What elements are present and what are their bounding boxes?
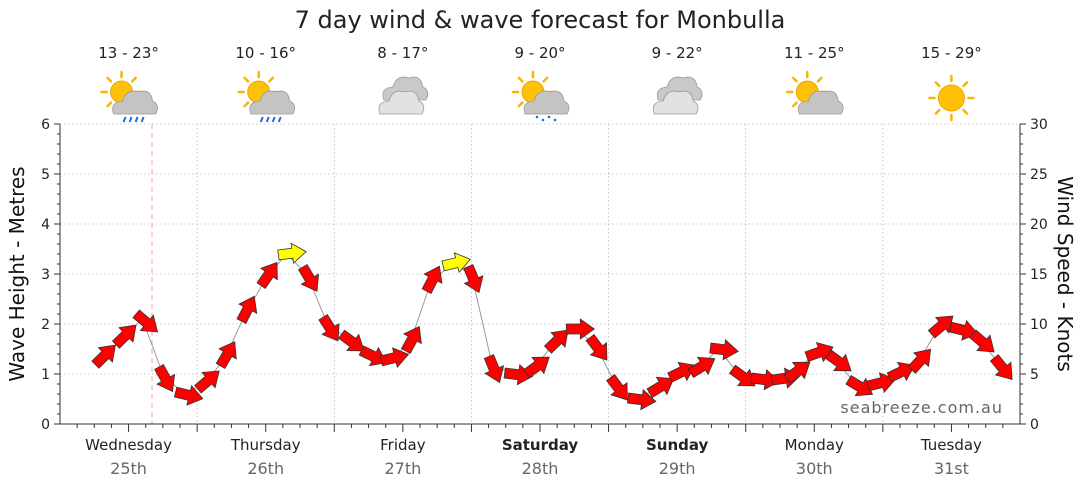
cloud-icon bbox=[652, 76, 703, 115]
wind-arrow bbox=[421, 265, 443, 294]
wind-arrow bbox=[783, 361, 811, 384]
day-temperature: 8 - 17° bbox=[377, 44, 428, 62]
wind-arrow bbox=[194, 370, 220, 394]
y-tick-label-right: 15 bbox=[1030, 267, 1048, 283]
chart-title: 7 day wind & wave forecast for Monbulla bbox=[295, 6, 786, 34]
wind-arrow bbox=[173, 384, 204, 406]
y-tick-label-right: 5 bbox=[1030, 367, 1039, 383]
sun-cloud-rain-icon bbox=[100, 70, 158, 123]
y-tick-label-left: 3 bbox=[41, 267, 50, 283]
wind-arrow bbox=[845, 375, 874, 397]
y-tick-label-left: 1 bbox=[41, 367, 50, 383]
day-name: Saturday bbox=[502, 436, 579, 454]
day-date: 28th bbox=[522, 459, 559, 478]
wind-arrow bbox=[866, 372, 897, 394]
day-temperature: 9 - 22° bbox=[652, 44, 703, 62]
y-tick-label-left: 6 bbox=[41, 117, 50, 133]
wind-arrow bbox=[400, 325, 422, 354]
day-date: 30th bbox=[796, 459, 833, 478]
day-date: 31st bbox=[934, 459, 969, 478]
wind-arrow bbox=[523, 356, 550, 379]
wind-arrows bbox=[91, 242, 1013, 411]
wind-arrow bbox=[606, 374, 628, 401]
grid-lines bbox=[60, 123, 1020, 424]
day-date: 26th bbox=[247, 459, 284, 478]
watermark: seabreeze.com.au bbox=[840, 398, 1003, 417]
wind-arrow bbox=[463, 264, 484, 294]
wind-arrow bbox=[543, 329, 569, 354]
y-tick-label-left: 0 bbox=[41, 417, 50, 433]
wind-arrow bbox=[750, 368, 780, 391]
wind-arrow bbox=[318, 314, 340, 342]
wind-arrow bbox=[627, 388, 657, 411]
day-temperature: 15 - 29° bbox=[921, 44, 982, 62]
day-name: Monday bbox=[785, 436, 844, 454]
day-name: Friday bbox=[380, 436, 426, 454]
y-tick-label-right: 25 bbox=[1030, 167, 1048, 183]
y-tick-label-right: 20 bbox=[1030, 217, 1048, 233]
day-temperature: 11 - 25° bbox=[784, 44, 845, 62]
day-name: Thursday bbox=[230, 436, 301, 454]
wind-arrow bbox=[256, 261, 278, 289]
wind-arrow bbox=[154, 364, 176, 393]
y-tick-label-right: 10 bbox=[1030, 317, 1048, 333]
y-tick-label-left: 5 bbox=[41, 167, 50, 183]
wind-arrow bbox=[503, 363, 534, 386]
wind-arrow bbox=[215, 341, 237, 369]
day-name: Sunday bbox=[646, 436, 709, 454]
wind-arrow bbox=[585, 334, 608, 361]
y-tick-label-left: 4 bbox=[41, 217, 50, 233]
wind-arrow bbox=[297, 264, 320, 292]
wind-arrow bbox=[483, 354, 505, 384]
wind-arrow bbox=[728, 364, 756, 387]
sun-icon bbox=[928, 74, 975, 122]
wind-arrow bbox=[687, 356, 716, 378]
wind-arrow bbox=[441, 252, 471, 274]
wind-arrow bbox=[379, 347, 410, 369]
day-temperature: 9 - 20° bbox=[514, 44, 565, 62]
y-tick-label-left: 2 bbox=[41, 317, 50, 333]
day-temperature: 10 - 16° bbox=[235, 44, 296, 62]
y-tick-label-right: 30 bbox=[1030, 117, 1048, 133]
wind-arrow bbox=[132, 309, 159, 333]
day-forecast-header: 13 - 23° Wednesday 25th 10 - 16° Thursday 26t… bbox=[85, 44, 982, 478]
day-date: 29th bbox=[659, 459, 696, 478]
wind-arrow bbox=[111, 324, 137, 349]
wind-arrow bbox=[338, 329, 365, 352]
wind-arrow bbox=[907, 348, 932, 374]
wind-arrow bbox=[277, 242, 307, 265]
wind-arrow bbox=[565, 318, 595, 340]
day-date: 27th bbox=[384, 459, 421, 478]
wind-arrow bbox=[989, 354, 1013, 380]
y-tick-label-right: 0 bbox=[1030, 417, 1039, 433]
wind-speed-line bbox=[100, 253, 1000, 400]
wind-arrow bbox=[886, 361, 916, 383]
day-name: Tuesday bbox=[920, 436, 982, 454]
wind-arrow bbox=[646, 376, 675, 398]
wind-arrow bbox=[969, 329, 995, 353]
y-axis-left-label: Wave Height - Metres bbox=[5, 166, 29, 381]
sun-cloud-showers-icon bbox=[511, 70, 570, 122]
wind-arrow bbox=[236, 295, 258, 324]
wind-speed-trace bbox=[100, 253, 1000, 400]
y-axis-right-label: Wind Speed - Knots bbox=[1053, 176, 1077, 372]
wind-arrow bbox=[91, 344, 116, 369]
day-name: Wednesday bbox=[85, 436, 172, 454]
day-temperature: 13 - 23° bbox=[98, 44, 159, 62]
day-date: 25th bbox=[110, 459, 147, 478]
cloud-icon bbox=[378, 76, 429, 115]
wind-arrow bbox=[358, 345, 388, 367]
wind-arrow bbox=[709, 338, 739, 361]
axes: 0 1 2 3 4 5 6 0 5 10 15 20 25 30 bbox=[41, 117, 1048, 433]
sun-cloud-rain-icon bbox=[237, 70, 296, 123]
wind-arrow bbox=[824, 349, 852, 372]
sun-cloud-icon bbox=[786, 70, 844, 115]
